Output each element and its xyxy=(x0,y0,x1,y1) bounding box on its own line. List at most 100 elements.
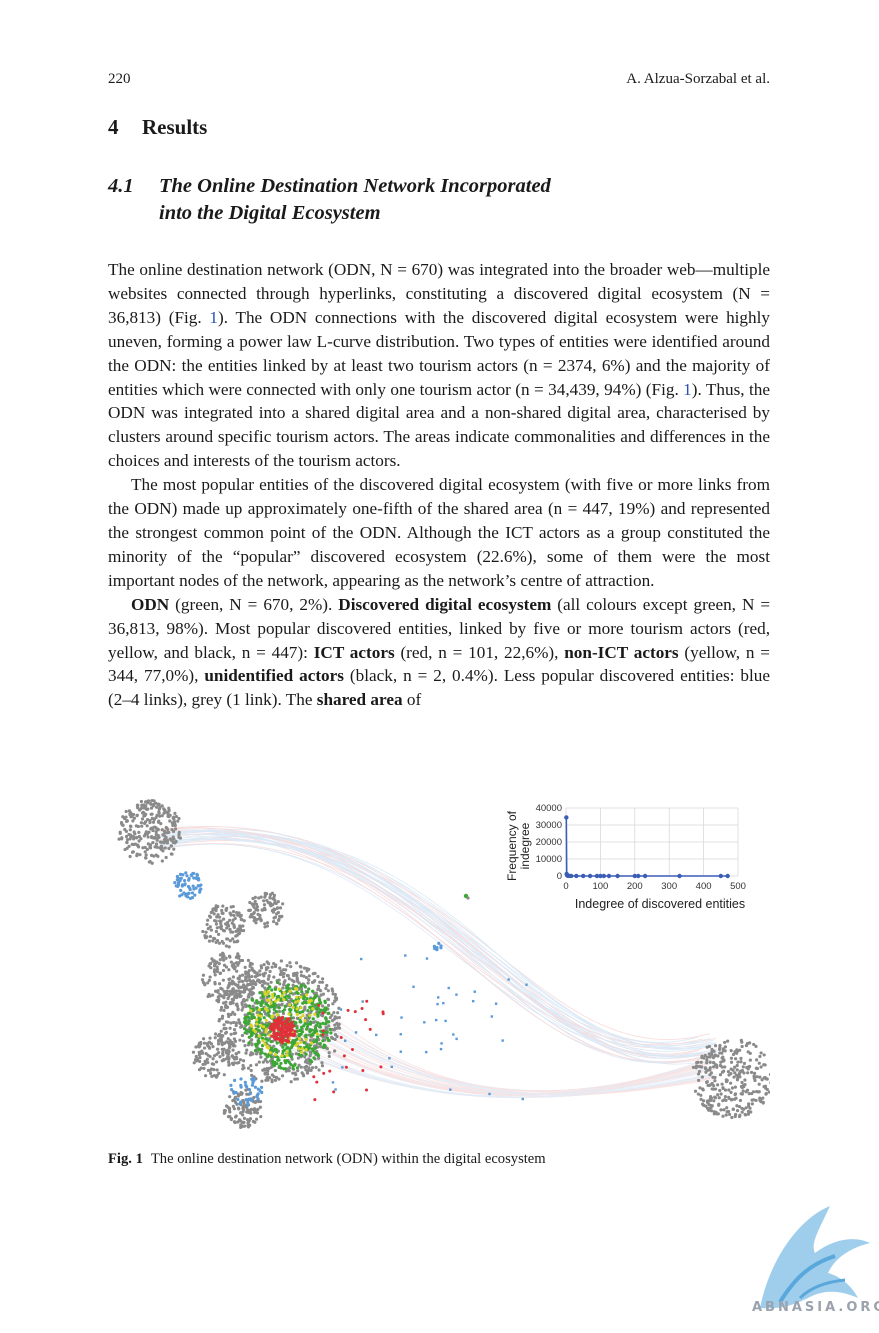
network-node xyxy=(264,1021,268,1026)
network-node xyxy=(400,1016,403,1019)
network-node xyxy=(229,960,233,964)
network-node xyxy=(235,969,239,973)
inset-x-tick-label: 500 xyxy=(730,881,746,892)
network-node xyxy=(144,853,148,857)
network-node xyxy=(253,1030,258,1034)
network-node xyxy=(739,1056,743,1060)
network-node xyxy=(212,959,216,963)
inset-data-point xyxy=(601,873,607,879)
network-node xyxy=(201,1062,205,1067)
network-node xyxy=(301,1001,305,1005)
network-node xyxy=(255,1117,259,1121)
network-node xyxy=(186,884,191,889)
network-node xyxy=(249,1063,253,1068)
network-node xyxy=(246,1110,251,1114)
network-node xyxy=(176,819,180,823)
network-node xyxy=(234,1100,238,1105)
network-node xyxy=(732,1075,736,1079)
network-node xyxy=(154,842,159,846)
network-node xyxy=(711,1087,715,1091)
network-node xyxy=(240,1008,244,1012)
network-node xyxy=(150,861,154,865)
network-node xyxy=(707,1106,711,1111)
figure-ref-link[interactable]: 1 xyxy=(209,307,219,327)
network-node xyxy=(285,1046,289,1050)
network-node xyxy=(259,1048,263,1052)
network-node xyxy=(235,961,239,965)
network-node xyxy=(722,1058,726,1062)
network-node xyxy=(521,1097,524,1101)
network-node xyxy=(390,1065,393,1069)
network-node xyxy=(221,1053,225,1057)
network-node xyxy=(283,1067,288,1071)
network-node xyxy=(290,978,294,982)
network-node xyxy=(288,1003,292,1007)
network-node xyxy=(246,1100,250,1105)
network-node xyxy=(163,838,168,843)
network-node xyxy=(143,814,147,818)
network-node xyxy=(255,1111,260,1115)
network-node xyxy=(270,1080,274,1084)
network-node xyxy=(233,1120,237,1125)
network-node xyxy=(171,840,175,845)
network-node xyxy=(242,1027,247,1031)
network-node xyxy=(715,1065,719,1069)
network-node xyxy=(158,814,162,818)
network-node xyxy=(317,1003,321,1007)
network-node xyxy=(250,1083,255,1087)
network-node xyxy=(218,1055,222,1059)
figure-ref-link[interactable]: 1 xyxy=(683,379,692,399)
network-node xyxy=(747,1102,751,1106)
network-node xyxy=(220,1043,224,1047)
network-node xyxy=(723,1088,728,1092)
network-node xyxy=(205,922,209,927)
network-node xyxy=(243,1031,247,1035)
network-node xyxy=(733,1092,738,1096)
network-node xyxy=(263,925,267,929)
network-node xyxy=(117,837,121,841)
network-node xyxy=(160,814,164,818)
network-node xyxy=(256,1097,260,1101)
network-node xyxy=(247,973,251,977)
subsection-number: 4.1 xyxy=(108,175,134,197)
network-node xyxy=(242,999,247,1003)
network-node xyxy=(710,1047,714,1051)
network-node xyxy=(210,957,214,961)
network-node xyxy=(697,1078,701,1082)
network-node xyxy=(241,1063,245,1068)
network-node xyxy=(213,980,217,985)
network-node xyxy=(199,1042,203,1046)
network-node xyxy=(299,1040,303,1044)
figure-caption: Fig. 1 The online destination network (OD… xyxy=(108,1150,770,1168)
network-node xyxy=(304,1033,308,1037)
network-node xyxy=(299,1053,303,1058)
paragraph-3-text: (all colours except green, N = 36,813, 9… xyxy=(108,594,771,662)
network-node xyxy=(278,1064,282,1068)
network-node xyxy=(740,1110,744,1114)
network-edges xyxy=(148,826,718,1099)
network-node xyxy=(210,1074,214,1078)
network-node xyxy=(314,1046,318,1050)
grey-cluster xyxy=(247,891,285,929)
network-node xyxy=(238,1102,242,1106)
network-node xyxy=(758,1054,762,1059)
network-node xyxy=(709,1098,713,1103)
network-node xyxy=(705,1045,709,1049)
network-node xyxy=(278,1033,282,1037)
network-node xyxy=(276,1055,280,1060)
network-node xyxy=(241,924,245,928)
network-node xyxy=(251,1076,255,1080)
network-node xyxy=(449,1088,452,1091)
network-node xyxy=(231,904,235,909)
network-node xyxy=(264,1030,268,1034)
network-node xyxy=(337,1026,342,1030)
network-node xyxy=(257,1008,261,1012)
network-node xyxy=(727,1112,732,1117)
network-node xyxy=(255,905,259,909)
network-node xyxy=(319,1008,323,1012)
network-node xyxy=(232,1107,236,1111)
network-node xyxy=(146,835,150,839)
network-node xyxy=(280,1041,284,1045)
network-node xyxy=(276,995,280,999)
network-node xyxy=(206,1068,211,1072)
